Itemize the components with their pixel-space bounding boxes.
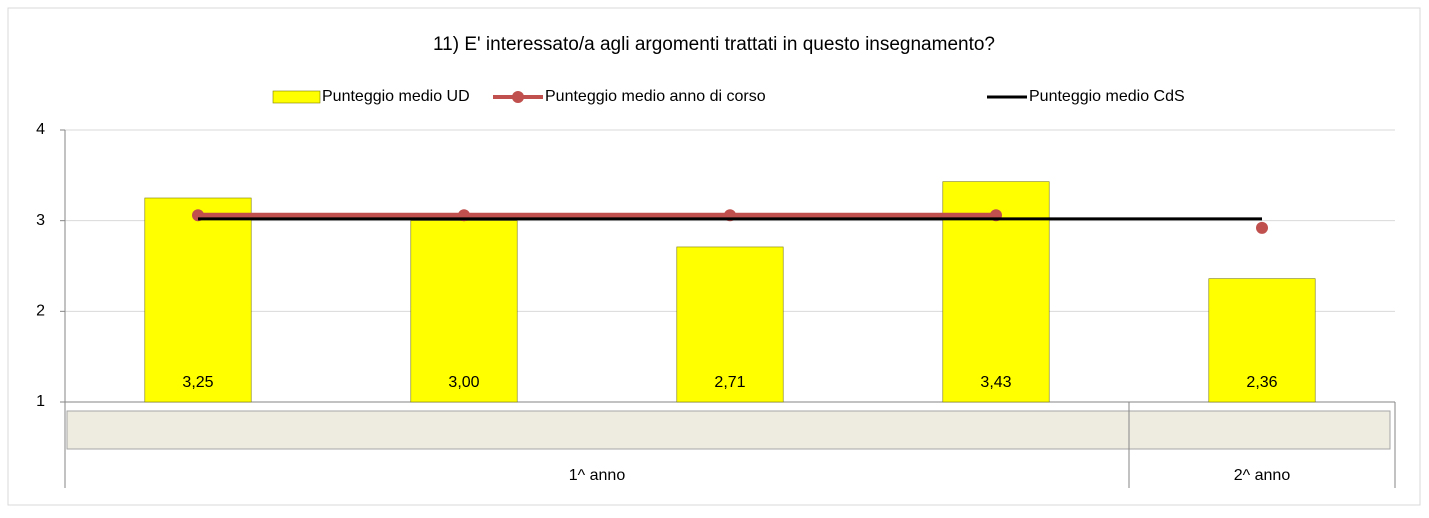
data-label: 3,00 [448,374,479,391]
y-tick-label: 1 [36,393,45,410]
data-label: 3,25 [182,374,213,391]
legend-label: Punteggio medio anno di corso [545,88,766,105]
chart-title: 11) E' interessato/a agli argomenti trat… [433,34,995,55]
data-label: 2,36 [1246,374,1277,391]
bar [410,220,518,403]
data-label: 2,71 [714,374,745,391]
y-tick-label: 2 [36,303,45,320]
legend-marker [512,91,524,103]
data-label: 3,43 [980,374,1011,391]
bar [676,246,784,403]
legend-swatch [272,90,321,104]
bar [1208,278,1316,403]
group-label: 1^ anno [569,467,626,484]
legend-label: Punteggio medio UD [322,88,470,105]
y-tick-label: 4 [36,121,45,138]
bar [144,197,252,403]
marker [1256,221,1268,234]
legend-label: Punteggio medio CdS [1029,88,1185,105]
y-tick-label: 3 [36,212,45,229]
category-box [66,410,1391,450]
group-label: 2^ anno [1234,467,1291,484]
